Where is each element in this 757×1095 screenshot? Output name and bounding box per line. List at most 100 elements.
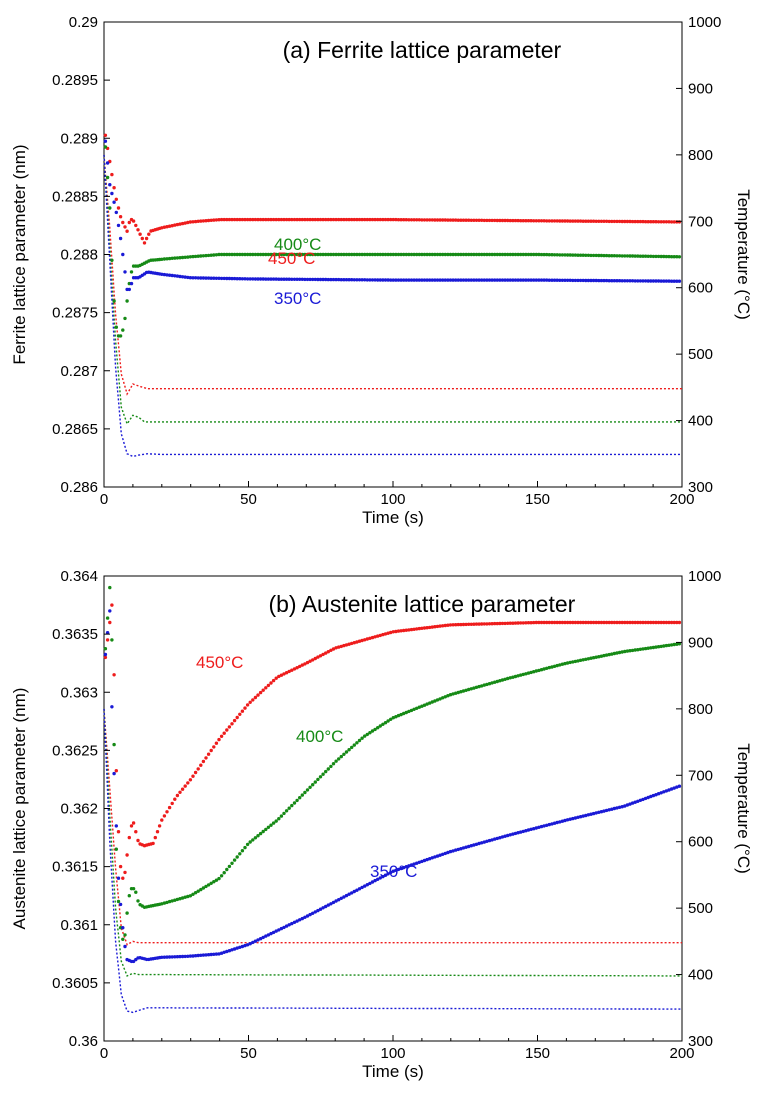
ferrite-lattice-point-350: [290, 277, 294, 281]
ferrite-lattice-point-400: [448, 252, 453, 257]
austenite-lattice-point-450: [269, 681, 273, 685]
ferrite-lattice-point-400: [409, 252, 414, 257]
ferrite-lattice-point-400: [321, 252, 325, 257]
ferrite-lattice-point-400: [123, 316, 127, 321]
ferrite-lattice-point-350: [188, 276, 193, 280]
ferrite-lattice-point-350: [248, 277, 252, 281]
austenite-lattice-point-400: [303, 790, 307, 795]
ferrite-lattice-point-450: [214, 218, 219, 222]
ferrite-lattice-point-450: [329, 217, 333, 222]
ferrite-lattice-point-400: [365, 252, 369, 257]
ferrite-lattice-point-450: [651, 220, 656, 224]
austenite-lattice-point-350: [376, 877, 380, 881]
ferrite-lattice-point-450: [571, 219, 575, 223]
ferrite-lattice-point-450: [503, 218, 507, 223]
ferrite-lattice-point-400: [389, 252, 393, 257]
austenite-lattice-point-350: [480, 841, 484, 845]
ferrite-temperature-line-450: [103, 154, 682, 396]
ferrite-lattice-point-350: [287, 277, 291, 281]
austenite-lattice-point-350: [212, 952, 216, 956]
ferrite-lattice-point-350: [389, 278, 393, 282]
ferrite-lattice-point-450: [469, 218, 473, 222]
ferrite-lattice-point-400: [118, 334, 123, 338]
austenite-lattice-point-350: [258, 937, 263, 941]
austenite-lattice-point-350: [498, 836, 502, 840]
austenite-lattice-point-350: [173, 955, 177, 959]
austenite-lattice-point-350: [311, 911, 315, 915]
austenite-lattice-point-350: [589, 812, 593, 816]
austenite-lattice-point-400: [539, 668, 544, 672]
austenite-lattice-point-450: [526, 621, 531, 625]
austenite-lattice-point-450: [339, 644, 343, 649]
austenite-lattice-point-450: [155, 830, 160, 834]
ferrite-lattice-point-350: [196, 276, 200, 280]
austenite-lattice-point-400: [165, 900, 169, 905]
ferrite-y-tick-label: 0.289: [60, 130, 98, 147]
austenite-lattice-point-450: [214, 741, 219, 745]
austenite-lattice-point-400: [677, 642, 682, 646]
ferrite-lattice-point-350: [428, 278, 432, 282]
ferrite-lattice-point-450: [578, 219, 583, 223]
austenite-lattice-point-400: [490, 681, 494, 685]
austenite-lattice-point-350: [521, 829, 525, 834]
ferrite-lattice-point-450: [376, 217, 380, 222]
ferrite-lattice-point-400: [402, 252, 406, 257]
austenite-lattice-point-450: [630, 620, 635, 625]
austenite-lattice-point-400: [266, 825, 271, 829]
austenite-lattice-point-400: [542, 667, 546, 671]
austenite-lattice-point-450: [638, 620, 643, 625]
austenite-lattice-point-350: [435, 854, 440, 858]
ferrite-lattice-point-450: [547, 219, 551, 223]
ferrite-lattice-point-350: [261, 277, 265, 281]
austenite-lattice-point-450: [586, 620, 591, 625]
austenite-lattice-point-450: [127, 835, 131, 840]
ferrite-lattice-point-400: [347, 252, 351, 257]
austenite-x-tick-label: 200: [669, 1045, 694, 1062]
ferrite-lattice-point-350: [649, 279, 653, 283]
austenite-lattice-point-400: [521, 672, 525, 677]
austenite-lattice-point-450: [248, 700, 252, 704]
austenite-lattice-point-450: [191, 774, 195, 778]
austenite-lattice-point-350: [485, 839, 489, 843]
austenite-lattice-point-350: [292, 920, 297, 924]
ferrite-lattice-point-450: [630, 219, 635, 224]
ferrite-lattice-point-450: [383, 217, 388, 222]
austenite-lattice-point-450: [415, 627, 419, 631]
ferrite-lattice-point-350: [251, 277, 255, 281]
ferrite-panel-title: (a) Ferrite lattice parameter: [283, 37, 562, 63]
ferrite-lattice-point-350: [656, 279, 661, 283]
ferrite-lattice-point-450: [391, 217, 395, 222]
ferrite-lattice-point-400: [526, 252, 531, 257]
ferrite-lattice-point-400: [625, 254, 630, 258]
austenite-lattice-point-350: [555, 820, 559, 825]
austenite-lattice-point-450: [402, 628, 406, 633]
ferrite-lattice-point-400: [586, 253, 591, 257]
austenite-lattice-point-450: [178, 790, 182, 794]
ferrite-lattice-point-400: [206, 253, 211, 258]
ferrite-lattice-point-350: [516, 278, 520, 282]
austenite-lattice-point-400: [602, 653, 606, 658]
ferrite-lattice-point-350: [409, 278, 414, 282]
ferrite-lattice-point-350: [114, 210, 119, 215]
ferrite-lattice-point-400: [589, 253, 593, 258]
ferrite-lattice-point-350: [550, 278, 554, 282]
austenite-lattice-point-350: [415, 861, 419, 865]
ferrite-lattice-point-450: [360, 217, 364, 222]
austenite-lattice-point-400: [630, 648, 635, 653]
austenite-lattice-point-400: [199, 887, 203, 892]
ferrite-lattice-point-400: [378, 252, 382, 257]
austenite-lattice-point-400: [360, 736, 364, 740]
ferrite-lattice-point-400: [532, 252, 536, 257]
austenite-y2-tick-label: 600: [688, 834, 713, 851]
austenite-lattice-point-350: [586, 813, 591, 817]
austenite-lattice-point-450: [646, 620, 650, 625]
austenite-lattice-point-400: [391, 716, 395, 720]
ferrite-lattice-point-450: [612, 219, 617, 224]
austenite-lattice-point-450: [129, 824, 134, 828]
austenite-lattice-point-400: [552, 664, 557, 668]
austenite-lattice-point-400: [612, 651, 617, 656]
austenite-lattice-point-350: [615, 806, 619, 810]
austenite-lattice-point-450: [251, 698, 255, 702]
ferrite-lattice-point-450: [482, 218, 486, 223]
ferrite-lattice-point-350: [511, 278, 515, 282]
